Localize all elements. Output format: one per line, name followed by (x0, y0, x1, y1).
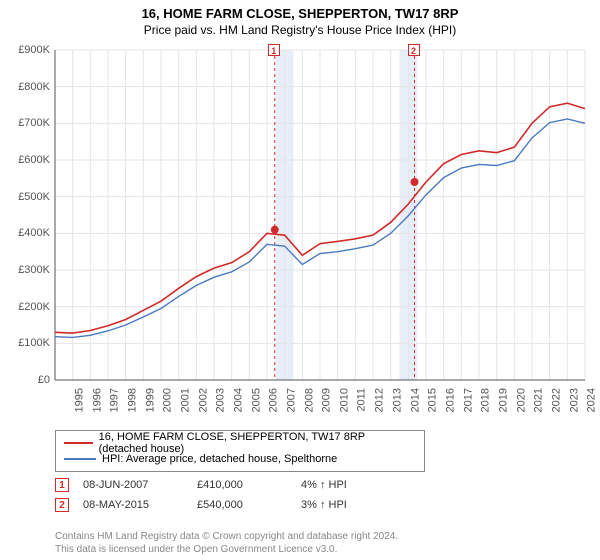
x-tick-label: 2023 (568, 388, 580, 412)
sale-table: 1 08-JUN-2007 £410,000 4% ↑ HPI 2 08-MAY-2015… (55, 475, 381, 515)
sale-price: £540,000 (197, 499, 287, 511)
y-tick-label: £600K (6, 154, 50, 166)
x-tick-label: 2016 (444, 388, 456, 412)
sale-diff: 3% ↑ HPI (301, 499, 381, 511)
x-tick-label: 2000 (162, 388, 174, 412)
legend-row: 16, HOME FARM CLOSE, SHEPPERTON, TW17 8R… (64, 435, 416, 451)
x-tick-label: 2015 (427, 388, 439, 412)
x-tick-label: 2018 (480, 388, 492, 412)
y-tick-label: £100K (6, 337, 50, 349)
x-tick-label: 2010 (338, 388, 350, 412)
y-tick-label: £900K (6, 44, 50, 56)
x-tick-label: 2003 (215, 388, 227, 412)
sale-row: 2 08-MAY-2015 £540,000 3% ↑ HPI (55, 495, 381, 515)
legend-swatch (64, 458, 96, 460)
legend: 16, HOME FARM CLOSE, SHEPPERTON, TW17 8R… (55, 430, 425, 472)
x-tick-label: 2002 (197, 388, 209, 412)
chart-title: 16, HOME FARM CLOSE, SHEPPERTON, TW17 8R… (0, 0, 600, 21)
y-tick-label: £400K (6, 227, 50, 239)
chart-svg (0, 40, 600, 420)
sale-diff: 4% ↑ HPI (301, 479, 381, 491)
sale-marker-flag: 1 (268, 44, 280, 56)
x-tick-label: 2013 (391, 388, 403, 412)
x-tick-label: 2021 (533, 388, 545, 412)
x-tick-label: 1999 (144, 388, 156, 412)
sale-price: £410,000 (197, 479, 287, 491)
x-tick-label: 1998 (126, 388, 138, 412)
x-tick-label: 2019 (497, 388, 509, 412)
x-tick-label: 2011 (355, 388, 367, 412)
sale-date: 08-MAY-2015 (83, 499, 183, 511)
x-tick-label: 1997 (109, 388, 121, 412)
chart-subtitle: Price paid vs. HM Land Registry's House … (0, 21, 600, 37)
y-tick-label: £800K (6, 81, 50, 93)
y-tick-label: £0 (6, 374, 50, 386)
legend-label: HPI: Average price, detached house, Spel… (102, 453, 337, 465)
y-tick-label: £200K (6, 301, 50, 313)
x-tick-label: 2009 (321, 388, 333, 412)
x-tick-label: 1996 (91, 388, 103, 412)
sale-marker-icon: 1 (55, 478, 69, 492)
x-tick-label: 2022 (550, 388, 562, 412)
x-tick-label: 2005 (250, 388, 262, 412)
x-tick-label: 2001 (179, 388, 191, 412)
x-tick-label: 2017 (462, 388, 474, 412)
chart-container: 16, HOME FARM CLOSE, SHEPPERTON, TW17 8R… (0, 0, 600, 560)
x-tick-label: 2012 (374, 388, 386, 412)
x-tick-label: 2024 (586, 388, 598, 412)
footer-line-1: Contains HM Land Registry data © Crown c… (55, 530, 398, 543)
y-tick-label: £500K (6, 191, 50, 203)
y-tick-label: £300K (6, 264, 50, 276)
sale-marker-icon: 2 (55, 498, 69, 512)
sale-row: 1 08-JUN-2007 £410,000 4% ↑ HPI (55, 475, 381, 495)
legend-swatch (64, 442, 93, 444)
x-tick-label: 2020 (515, 388, 527, 412)
chart-area: £0 £100K £200K £300K £400K £500K £600K £700K £80… (0, 40, 600, 420)
x-tick-label: 2008 (303, 388, 315, 412)
x-tick-label: 2014 (409, 388, 421, 412)
x-tick-label: 2004 (232, 388, 244, 412)
x-tick-label: 2007 (285, 388, 297, 412)
footer-attribution: Contains HM Land Registry data © Crown c… (55, 530, 398, 556)
x-tick-label: 2006 (268, 388, 280, 412)
legend-label: 16, HOME FARM CLOSE, SHEPPERTON, TW17 8R… (99, 431, 416, 455)
x-tick-label: 1995 (73, 388, 85, 412)
sale-date: 08-JUN-2007 (83, 479, 183, 491)
footer-line-2: This data is licensed under the Open Gov… (55, 543, 398, 556)
y-tick-label: £700K (6, 117, 50, 129)
sale-marker-flag: 2 (408, 44, 420, 56)
